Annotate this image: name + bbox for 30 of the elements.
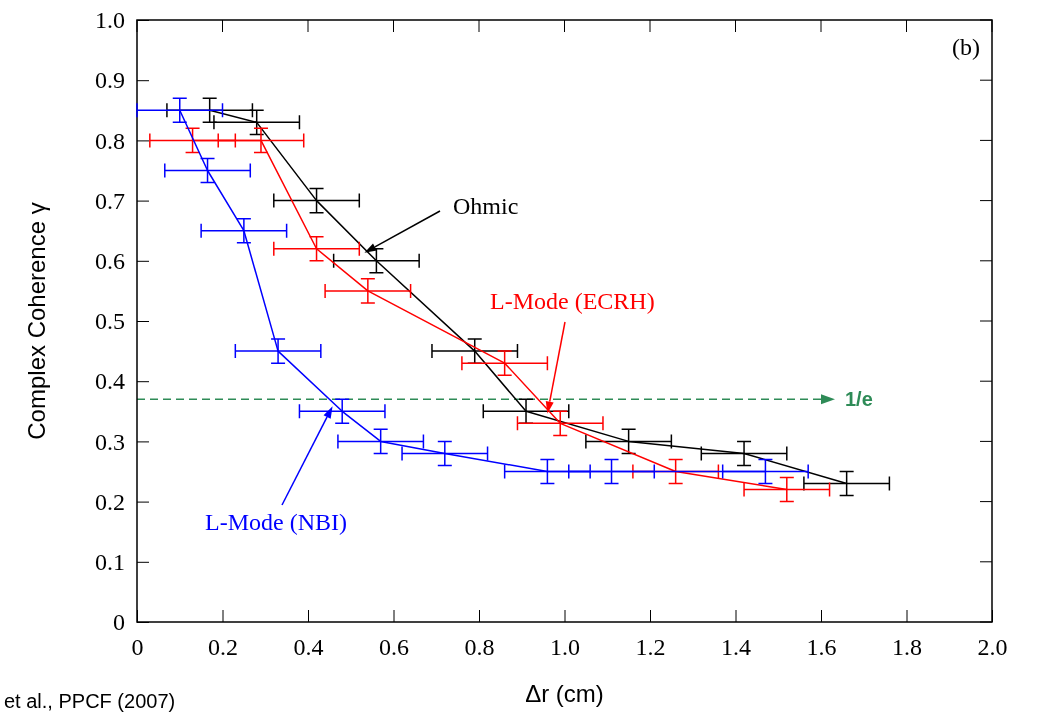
x-tick-label: 2.0 (977, 634, 1008, 661)
y-tick-label: 0.2 (95, 488, 125, 515)
x-tick-label: 0.2 (208, 634, 238, 661)
y-tick-label: 0.4 (95, 368, 125, 395)
y-tick-label: 1.0 (95, 7, 125, 34)
x-tick-label: 1.8 (892, 634, 922, 661)
y-axis-title: Complex Coherence γ (23, 202, 50, 440)
x-tick-label: 1.4 (721, 634, 751, 661)
text: Ohmic (453, 193, 519, 219)
annotation: (b) (952, 34, 980, 60)
x-axis-title: Δr (cm) (525, 680, 604, 707)
text: L-Mode (NBI) (205, 509, 347, 535)
y-tick-label: 0.7 (95, 187, 125, 214)
y-tick-label: 0.6 (95, 247, 125, 274)
text: et al., PPCF (2007) (4, 690, 176, 712)
y-tick-label: 0.5 (95, 308, 125, 335)
x-tick-label: 1.2 (635, 634, 666, 661)
ref-line-label: 1/e (845, 388, 873, 411)
x-tick-label: 1.6 (806, 634, 837, 661)
x-tick-label: 0.8 (464, 634, 495, 661)
series-label: L-Mode (ECRH) (490, 288, 655, 314)
x-tick-label: 0 (131, 634, 144, 661)
x-tick-label: 0.4 (293, 634, 324, 661)
y-tick-label: 0.3 (95, 428, 125, 455)
y-tick-label: 0.1 (95, 548, 125, 575)
y-tick-label: 0 (113, 609, 125, 636)
x-tick-label: 0.6 (379, 634, 409, 661)
x-tick-label: 1.0 (550, 634, 580, 661)
y-tick-label: 0.8 (95, 127, 125, 154)
y-tick-label: 0.9 (95, 67, 125, 94)
